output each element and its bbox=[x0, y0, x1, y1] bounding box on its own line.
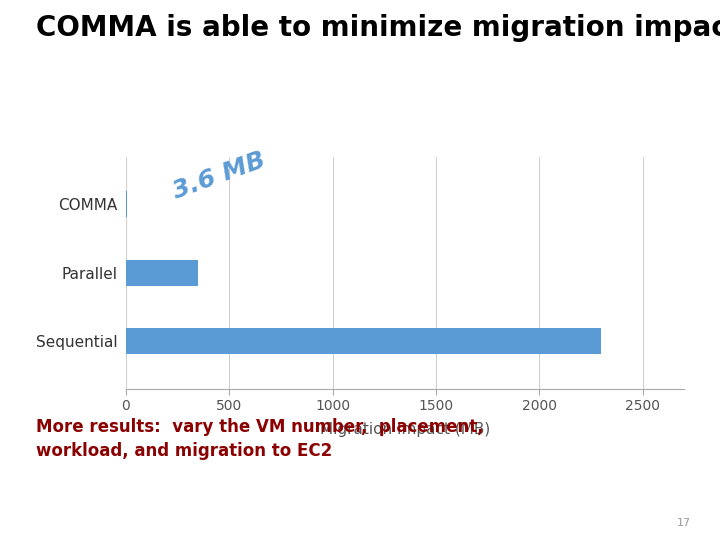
Text: COMMA is able to minimize migration impact: COMMA is able to minimize migration impa… bbox=[36, 14, 720, 42]
Text: More results:  vary the VM number,  placement,
workload, and migration to EC2: More results: vary the VM number, placem… bbox=[36, 418, 484, 460]
Bar bbox=[126, 192, 127, 218]
Bar bbox=[126, 260, 198, 286]
X-axis label: Migration Impact (MB): Migration Impact (MB) bbox=[320, 422, 490, 436]
Text: 3.6 MB: 3.6 MB bbox=[169, 148, 269, 204]
Bar bbox=[126, 328, 601, 354]
Text: 17: 17 bbox=[677, 518, 691, 528]
